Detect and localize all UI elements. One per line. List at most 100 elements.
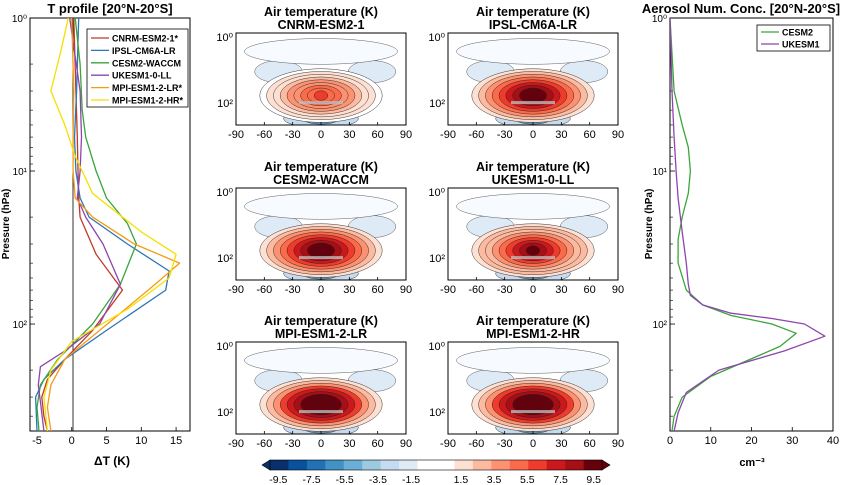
contour-panel-subtitle: IPSL-CM6A-LR	[489, 18, 577, 32]
contour-x-tick-label: -90	[440, 284, 456, 296]
colorbar-cell	[546, 460, 566, 470]
contour-x-tick-label: -60	[468, 129, 484, 141]
contour-x-tick-label: 0	[530, 129, 536, 141]
contour-panel-subtitle: CESM2-WACCM	[273, 173, 369, 187]
aerosol-y-tick-label: 10⁰	[652, 14, 667, 25]
contour-x-tick-label: -30	[497, 284, 513, 296]
aerosol-legend-label: UKESM1	[782, 40, 820, 50]
t-profile-title: T profile [20°N-20°S]	[47, 1, 172, 16]
contour-panel-mpi-esm1-2-hr: Air temperature (K)MPI-ESM1-2-HR -90 -60 -3…	[428, 314, 624, 450]
contour-x-tick-label: 0	[530, 284, 536, 296]
colorbar-right-arrow	[601, 459, 611, 471]
colorbar-cell	[472, 460, 492, 470]
aerosol-series-line	[670, 18, 826, 431]
colorbar-cell	[270, 460, 289, 470]
colorbar-tick-label: 5.5	[520, 474, 535, 485]
warm-anomaly-contour	[525, 399, 541, 410]
colorbar-left-arrow	[261, 459, 271, 471]
aerosol-legend-label: CESM2	[782, 28, 813, 38]
aerosol-x-tick-label: 40	[827, 435, 839, 447]
contour-x-tick-label: -30	[285, 129, 301, 141]
t-profile-series-line	[46, 18, 181, 431]
contour-panel-title: Air temperature (K)	[476, 160, 590, 174]
contour-x-tick-label: -30	[285, 438, 301, 450]
contour-x-tick-label: -90	[228, 438, 244, 450]
warm-anomaly-contour	[313, 399, 329, 410]
colorbar-tick-label: -5.5	[336, 474, 354, 485]
t-profile-legend-label: IPSL-CM6A-LR	[112, 46, 176, 56]
contour-x-tick-label: -90	[440, 438, 456, 450]
tropopause-mask	[299, 410, 343, 414]
t-profile-legend-entries: CNRM-ESM2-1* IPSL-CM6A-LR CESM2-WACCM UKESM…	[91, 34, 184, 106]
aerosol-legend: CESM2 UKESM1	[756, 24, 831, 52]
contour-field	[448, 188, 618, 280]
colorbar-tick-label: -7.5	[302, 474, 320, 485]
contour-x-tick-label: 30	[555, 438, 567, 450]
colorbar-cell	[528, 460, 547, 470]
colorbar-cell	[583, 460, 603, 470]
contour-x-tick-label: 90	[400, 284, 412, 296]
contour-x-tick-label: -90	[228, 129, 244, 141]
tropopause-mask	[511, 101, 555, 105]
aerosol-x-tick-label: 30	[786, 435, 798, 447]
contour-y-tick-label: 10⁰	[216, 187, 233, 199]
colorbar-cell	[306, 460, 326, 470]
t-profile-ylabel: Pressure (hPa)	[1, 189, 12, 260]
colorbar-tick-label: -9.5	[269, 474, 287, 485]
contour-y-tick-label: 10²	[429, 98, 445, 110]
contour-x-tick-label: 60	[372, 129, 384, 141]
colorbar-cell	[288, 460, 308, 470]
t-profile-panel: T profile [20°N-20°S] -5 0 5 10 1510⁰10¹10² …	[1, 1, 191, 468]
contour-y-tick-label: 10⁰	[428, 341, 445, 353]
contour-x-tick-label: -90	[440, 129, 456, 141]
aerosol-plot-area	[669, 17, 834, 432]
contour-y-tick-label: 10⁰	[216, 32, 233, 44]
t-profile-legend-label: MPI-ESM1-2-HR*	[112, 96, 184, 106]
contour-x-tick-label: 90	[400, 438, 412, 450]
t-profile-xlabel: ΔT (K)	[94, 454, 130, 468]
colorbar-cell	[325, 460, 345, 470]
upper-anomaly-band	[244, 193, 398, 220]
t-profile-y-tick-label: 10⁰	[12, 14, 27, 25]
contour-x-tick-label: 30	[343, 438, 355, 450]
upper-anomaly-band	[244, 347, 398, 374]
colorbar-cell	[362, 460, 381, 470]
colorbar: -9.5 -7.5 -5.5 -3.5 -1.5 1.5 3.5 5.5 7.5 9.5	[261, 459, 611, 485]
contour-x-tick-label: 60	[372, 284, 384, 296]
colorbar-cell	[491, 460, 511, 470]
aerosol-legend-box	[756, 24, 831, 52]
aerosol-series-group	[670, 18, 826, 431]
contour-panel-title: Air temperature (K)	[476, 5, 590, 19]
t-profile-series-line	[41, 18, 124, 431]
contour-x-tick-label: 90	[400, 129, 412, 141]
t-profile-x-tick-label: 5	[103, 435, 109, 447]
contour-y-tick-label: 10²	[217, 98, 233, 110]
contour-x-tick-label: 90	[612, 284, 624, 296]
t-profile-x-tick-label: -5	[32, 435, 42, 447]
contour-x-tick-label: -30	[497, 129, 513, 141]
contour-y-tick-label: 10²	[429, 253, 445, 265]
contour-panel-title: Air temperature (K)	[264, 160, 378, 174]
contour-panel-ipsl-cm6a-lr: Air temperature (K)IPSL-CM6A-LR -90 -60 -30…	[428, 5, 624, 141]
colorbar-cell	[343, 460, 363, 470]
t-profile-series-line	[34, 18, 170, 431]
colorbar-tick-label: 9.5	[586, 474, 601, 485]
contour-y-tick-label: 10²	[217, 253, 233, 265]
t-profile-legend-label: CESM2-WACCM	[112, 58, 181, 68]
colorbar-cell	[399, 460, 418, 470]
aerosol-y-tick-label: 10²	[653, 320, 668, 331]
contour-x-tick-label: 30	[343, 284, 355, 296]
upper-anomaly-band	[244, 38, 398, 65]
t-profile-x-tick-label: 0	[69, 435, 75, 447]
contour-y-tick-label: 10²	[217, 407, 233, 419]
contour-x-tick-label: -60	[256, 438, 272, 450]
contour-x-tick-label: 30	[555, 129, 567, 141]
aerosol-title: Aerosol Num. Conc. [20°N-20°S]	[642, 1, 840, 16]
t-profile-legend-label: CNRM-ESM2-1*	[112, 34, 179, 44]
aerosol-ticks: 0 10 20 30 40 10⁰ 10¹ 10²	[652, 14, 839, 447]
colorbar-cell	[436, 460, 455, 470]
warm-anomaly-contour	[313, 245, 329, 256]
warm-anomaly-contour	[525, 90, 541, 101]
t-profile-y-tick-label: 10²	[13, 320, 28, 331]
